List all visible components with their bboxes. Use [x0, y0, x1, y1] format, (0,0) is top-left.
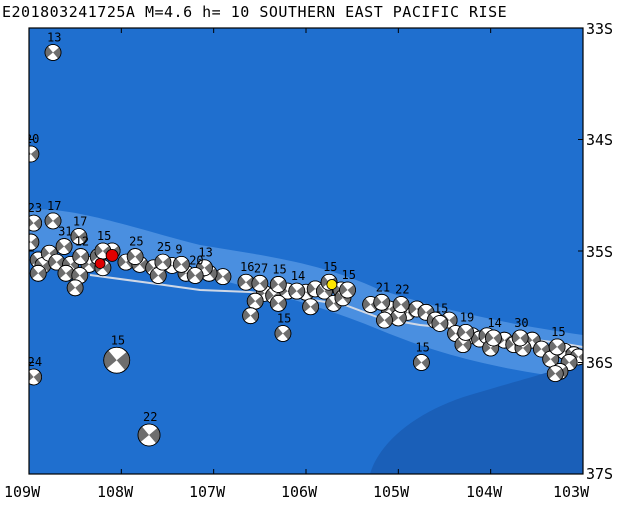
event-beachball: [172, 255, 190, 273]
event-depth-label: 15: [415, 341, 429, 355]
event-depth-label: 23: [28, 201, 42, 215]
lon-label-104w: 104W: [466, 483, 503, 501]
event-beachball: [186, 267, 204, 284]
event-depth-label: 22: [395, 283, 409, 297]
event-beachball: [70, 228, 88, 245]
event-depth-label: 14: [487, 316, 501, 330]
event-beachball-small: [376, 311, 393, 329]
event-depth-label: 15: [272, 262, 286, 276]
event-depth-label: 22: [143, 410, 157, 424]
lat-label-35s: 35S: [586, 243, 613, 261]
event-depth-label: 20: [189, 254, 203, 268]
event-beachball: [457, 323, 475, 341]
event-depth-label: 20: [25, 132, 39, 146]
event-depth-label: 17: [73, 215, 87, 229]
event-depth-label: 16: [240, 260, 254, 274]
event-beachball: [431, 315, 449, 332]
event-depth-label: 25: [157, 240, 171, 254]
event-depth-label: 15: [551, 325, 565, 339]
event-beachball: [29, 368, 43, 386]
event-depth-label: 15: [342, 268, 356, 282]
event-beachball-small: [29, 233, 40, 251]
lat-label-37s: 37S: [586, 465, 613, 483]
lon-label-109w: 109W: [4, 483, 41, 501]
event-depth-label: 13: [198, 246, 212, 260]
lon-label-106w: 106W: [281, 483, 318, 501]
event-beachball: [55, 238, 73, 255]
event-depth-label: 30: [514, 316, 528, 330]
event-depth-label: 17: [47, 199, 61, 213]
event-depth-label: 25: [129, 235, 143, 249]
event-beachball: [251, 274, 269, 292]
event-depth-label: 15: [97, 229, 111, 243]
lat-label-34s: 34S: [586, 131, 613, 149]
event-beachball: [373, 293, 391, 311]
event-beachball-small: [242, 307, 260, 325]
event-depth-label: 21: [376, 280, 390, 294]
event-beachball-small: [29, 264, 47, 282]
event-beachball: [29, 214, 43, 232]
event-beachball: [72, 248, 90, 265]
event-beachball: [44, 212, 62, 230]
event-depth-label: 13: [47, 31, 61, 45]
event-beachball-small: [246, 292, 264, 310]
event-beachball: [154, 253, 172, 271]
event-beachball-small: [66, 279, 84, 297]
deep-basin-area: [370, 360, 583, 474]
event-depth-label: 9: [175, 242, 182, 256]
event-beachball-small: [214, 268, 232, 286]
event-beachball: [137, 423, 161, 447]
event-depth-label: 15: [434, 301, 448, 315]
target-event-marker: [326, 279, 338, 290]
tick-marks: [28, 27, 584, 475]
event-depth-label: 14: [291, 269, 305, 283]
event-beachball-small: [269, 295, 287, 312]
event-depth-label: 15: [111, 333, 125, 347]
event-beachball: [485, 329, 502, 347]
event-beachball-small: [546, 365, 564, 383]
lat-label-33s: 33S: [586, 20, 613, 38]
highlighted-event-marker: [94, 249, 119, 269]
event-depth-label: 24: [28, 355, 42, 369]
event-beachball: [413, 354, 430, 371]
event-depth-label: 12: [75, 235, 89, 249]
event-beachball: [274, 325, 292, 342]
event-beachball: [44, 44, 62, 61]
event-beachball: [29, 145, 40, 163]
event-beachball: [126, 248, 144, 265]
event-beachball: [339, 281, 356, 299]
event-depth-label: 15: [323, 260, 337, 274]
event-beachball: [288, 282, 306, 300]
event-depth-label: 27: [254, 261, 268, 275]
lon-label-107w: 107W: [189, 483, 226, 501]
event-depth-label: 15: [277, 312, 291, 326]
map-title: E201803241725A M=4.6 h= 10 SOUTHERN EAST…: [2, 3, 508, 21]
event-beachball: [103, 346, 131, 374]
event-depth-label: 19: [460, 310, 474, 324]
lon-label-105w: 105W: [373, 483, 410, 501]
event-beachball: [511, 329, 529, 347]
lon-label-103w: 103W: [553, 483, 590, 501]
event-beachball: [392, 296, 410, 313]
event-beachball-small: [57, 264, 75, 282]
event-beachball: [548, 338, 566, 356]
event-depth-label: 31: [58, 225, 72, 239]
event-markers-layer: [94, 249, 338, 290]
lat-label-36s: 36S: [586, 354, 613, 372]
lon-label-108w: 108W: [97, 483, 134, 501]
event-beachball: [269, 276, 287, 293]
event-beachball-small: [302, 298, 320, 316]
